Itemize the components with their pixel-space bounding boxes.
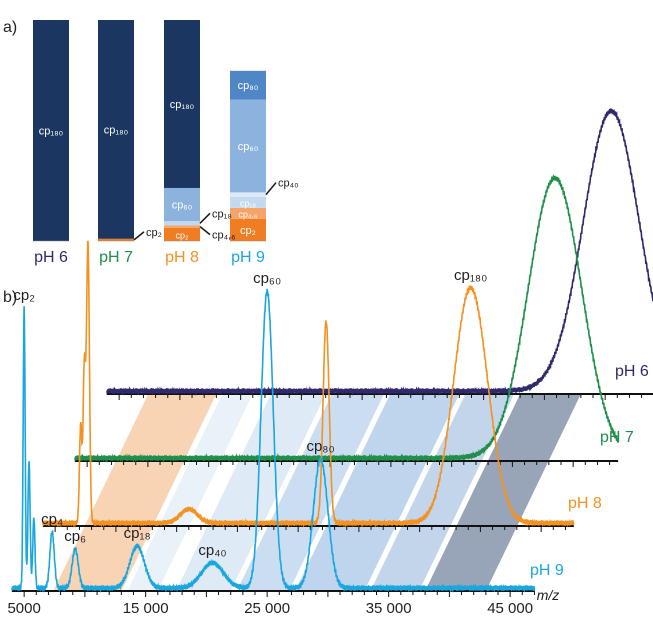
- bar-label: cp₁₈₀: [170, 99, 194, 111]
- stacked-bar-chart: pH 6 pH 7 pH 8 pH 9 cp₁₈₀ cp₁₈₀ cp₁₈₀ cp₆₀ cp₂ cp…: [33, 20, 299, 266]
- peak-label: cp₄: [41, 511, 63, 528]
- bar-label: cp₁₈₀: [39, 126, 63, 138]
- x-tick-label: 45 000: [487, 600, 533, 617]
- callout-line: [199, 212, 211, 224]
- bar-segment: [98, 20, 134, 239]
- series-label: pH 6: [615, 363, 649, 380]
- spectrum-line: [106, 108, 653, 397]
- bar-segment: [164, 225, 200, 228]
- bar-segment: [164, 187, 200, 222]
- shaded-band: [425, 394, 581, 591]
- callout-label: cp₄,₆: [212, 230, 236, 242]
- spectrum-line: [42, 240, 575, 529]
- series-label: pH 9: [530, 562, 564, 579]
- shaded-band: [236, 394, 385, 591]
- bar-segment: [164, 20, 200, 188]
- x-tick-label: 25 000: [244, 600, 290, 617]
- spectrum-line: [74, 173, 619, 464]
- bar-label: cp₈₀: [238, 80, 259, 92]
- category-label: pH 9: [231, 249, 265, 266]
- category-label: pH 6: [34, 249, 68, 266]
- bar-segment: [33, 20, 69, 241]
- bar-segment: [230, 207, 266, 219]
- bar-label: cp₂: [240, 225, 256, 237]
- bar-segment: [230, 192, 266, 197]
- callout-line: [199, 226, 211, 236]
- callout-line: [265, 182, 277, 196]
- series-label: pH 8: [568, 495, 602, 512]
- bar-segment: [230, 70, 266, 100]
- shaded-band: [53, 394, 217, 591]
- bar-segment: [230, 218, 266, 241]
- bar-segment: [230, 196, 266, 208]
- spectrum-line: [11, 288, 536, 593]
- bar-label: cp₆₀: [172, 200, 193, 212]
- callout-label: cp₁₈: [212, 208, 232, 220]
- bar-label: cp₆₀: [238, 141, 259, 153]
- x-tick-label: 5000: [7, 600, 40, 617]
- callout-line: [133, 231, 145, 241]
- peak-label: cp₈₀: [306, 438, 334, 455]
- category-label: pH 8: [165, 249, 199, 266]
- peak-label: cp₂: [13, 287, 35, 304]
- peak-label: cp₄₀: [198, 542, 226, 559]
- callout-label: cp₄₀: [278, 178, 299, 190]
- peak-label: cp₆: [64, 528, 86, 545]
- shaded-band: [370, 394, 515, 591]
- peak-label: cp₆₀: [253, 270, 281, 287]
- bar-segment: [164, 227, 200, 241]
- x-axis-label: m/z: [537, 587, 560, 603]
- panel-label-b: b): [3, 289, 17, 306]
- x-tick-label: 35 000: [366, 600, 412, 617]
- bar-label: cp₂: [176, 230, 190, 240]
- x-tick-label: 15 000: [123, 600, 169, 617]
- series-label: pH 7: [600, 429, 634, 446]
- panel-label-a: a): [3, 19, 17, 36]
- bar-segment: [230, 99, 266, 193]
- peak-label: cp₁₈: [124, 525, 151, 542]
- callout-label: cp₂: [146, 227, 162, 239]
- shaded-band: [295, 394, 460, 591]
- category-label: pH 7: [99, 249, 133, 266]
- bar-label: cp₁₈₀: [104, 124, 128, 136]
- shaded-band: [176, 394, 326, 591]
- bar-label: cp₄,₆: [238, 209, 258, 219]
- shaded-band: [127, 394, 253, 591]
- bar-segment: [164, 221, 200, 226]
- bar-label: cp₁₈: [240, 198, 257, 208]
- peak-label: cp₁₈₀: [454, 267, 487, 284]
- bar-segment: [98, 238, 134, 241]
